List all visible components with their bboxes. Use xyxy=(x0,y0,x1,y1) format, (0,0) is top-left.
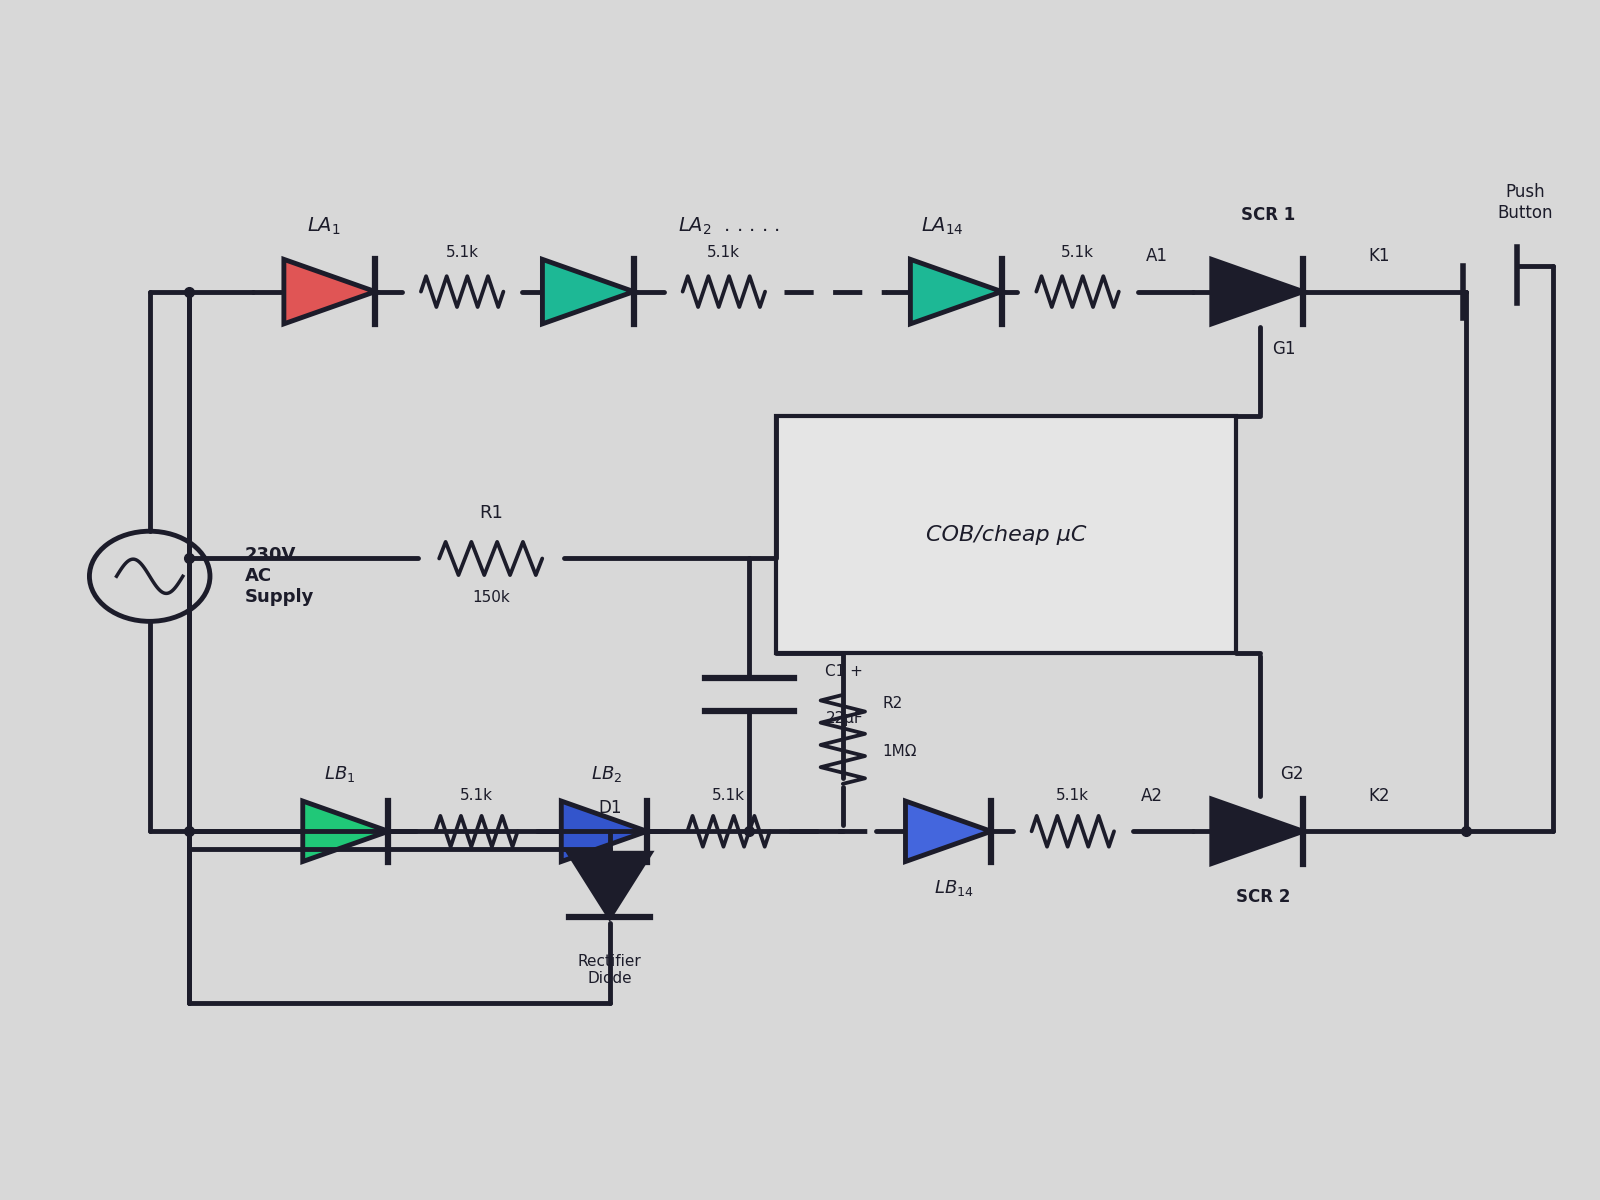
Text: 5.1k: 5.1k xyxy=(1061,245,1094,260)
Text: Push
Button: Push Button xyxy=(1498,184,1552,222)
Text: $LA_1$: $LA_1$ xyxy=(307,216,341,238)
Text: A2: A2 xyxy=(1141,787,1163,805)
Text: K2: K2 xyxy=(1368,787,1390,805)
Text: $LB_{14}$: $LB_{14}$ xyxy=(934,878,974,899)
Text: 230V
AC
Supply: 230V AC Supply xyxy=(245,546,314,606)
Text: $LA_{14}$: $LA_{14}$ xyxy=(922,216,965,238)
Text: 5.1k: 5.1k xyxy=(1056,788,1090,803)
Polygon shape xyxy=(910,259,1002,324)
Text: G2: G2 xyxy=(1280,766,1304,784)
Text: 150k: 150k xyxy=(472,590,509,605)
Text: K1: K1 xyxy=(1368,247,1390,265)
Text: C1 +: C1 + xyxy=(826,664,864,679)
Polygon shape xyxy=(562,802,646,862)
Text: $LB_2$: $LB_2$ xyxy=(590,764,622,785)
Text: 5.1k: 5.1k xyxy=(446,245,478,260)
Text: SCR 1: SCR 1 xyxy=(1240,205,1294,223)
Text: Rectifier
Diode: Rectifier Diode xyxy=(578,954,642,986)
Text: D1: D1 xyxy=(598,798,621,816)
Text: 5.1k: 5.1k xyxy=(712,788,746,803)
Text: 5.1k: 5.1k xyxy=(707,245,741,260)
Polygon shape xyxy=(570,853,650,917)
Text: $LB_1$: $LB_1$ xyxy=(325,764,355,785)
Polygon shape xyxy=(302,802,389,862)
Text: SCR 2: SCR 2 xyxy=(1235,888,1290,906)
Text: R1: R1 xyxy=(478,504,502,522)
Text: R2: R2 xyxy=(883,696,902,712)
Text: G1: G1 xyxy=(1272,340,1296,358)
Polygon shape xyxy=(1211,799,1302,864)
Polygon shape xyxy=(542,259,634,324)
Text: COB/cheap μC: COB/cheap μC xyxy=(926,524,1086,545)
Bar xyxy=(776,416,1237,653)
Text: A1: A1 xyxy=(1146,247,1168,265)
Text: 1MΩ: 1MΩ xyxy=(883,744,917,758)
Text: 5.1k: 5.1k xyxy=(459,788,493,803)
Text: $LA_2$  . . . . .: $LA_2$ . . . . . xyxy=(678,216,779,238)
Polygon shape xyxy=(1211,259,1302,324)
Text: 22μF: 22μF xyxy=(826,712,862,726)
Polygon shape xyxy=(283,259,376,324)
Polygon shape xyxy=(906,802,990,862)
